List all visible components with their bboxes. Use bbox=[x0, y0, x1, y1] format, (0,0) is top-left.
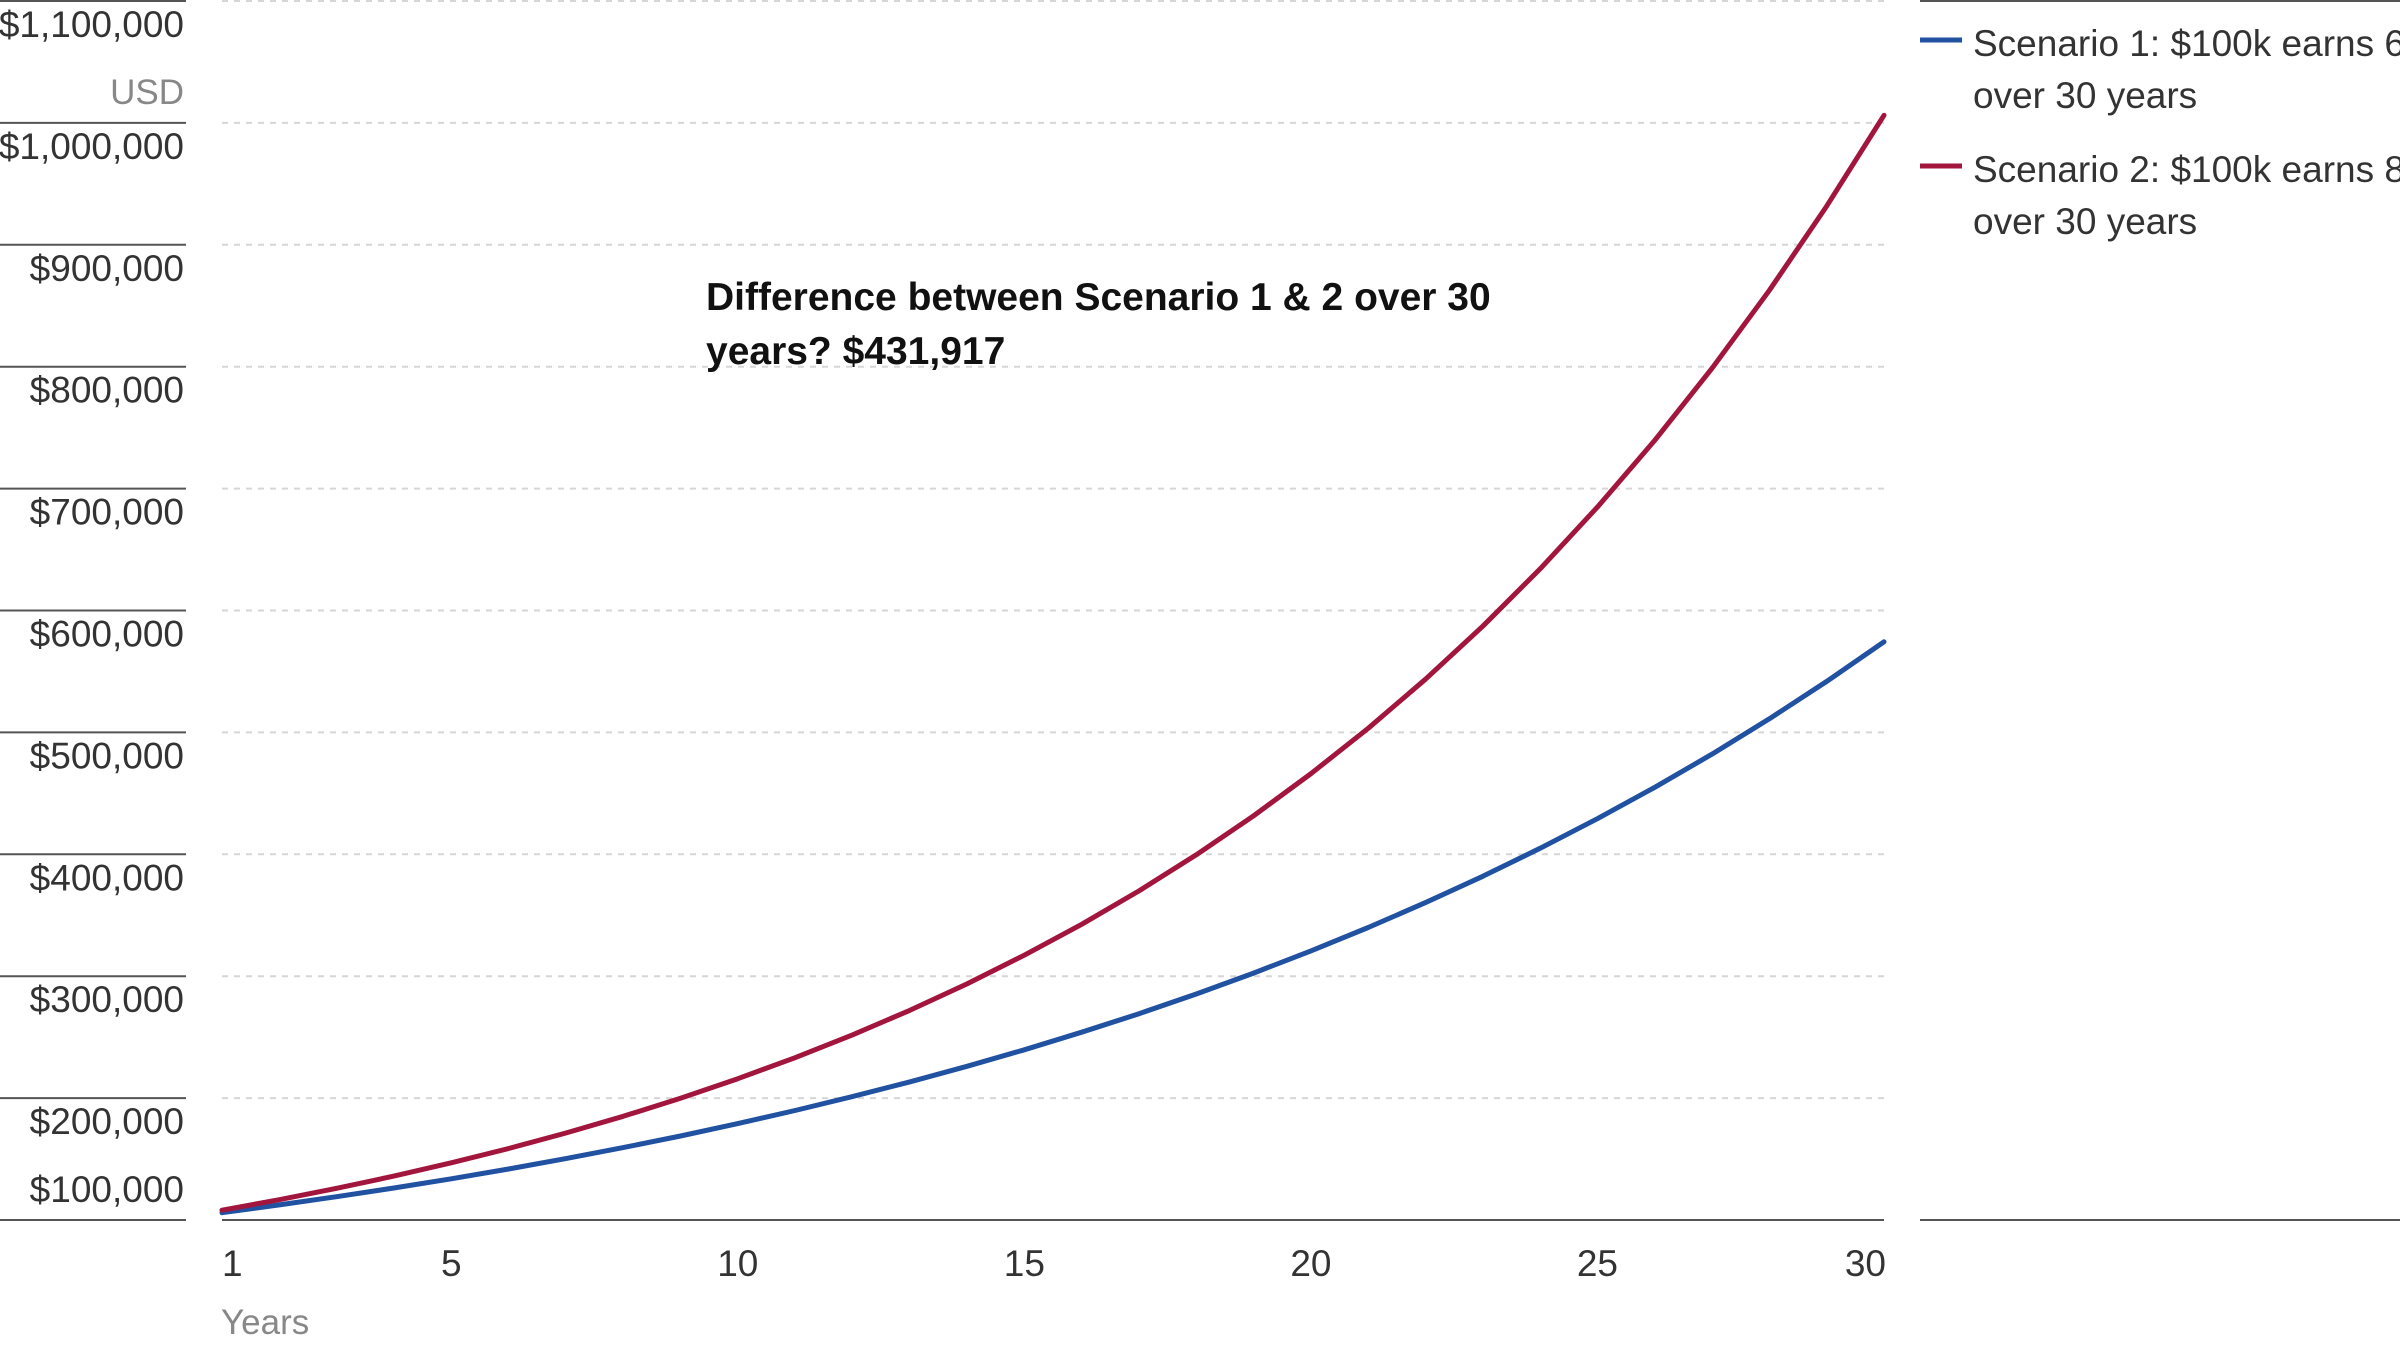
x-tick-label: 20 bbox=[1290, 1243, 1331, 1284]
legend-label-line: over 30 years bbox=[1973, 201, 2197, 242]
y-tick-label: $1,000,000 bbox=[0, 126, 184, 167]
y-tick-labels: $100,000 $200,000 $300,000 $400,000 $500,000… bbox=[0, 4, 184, 1210]
legend-label-1: Scenario 1: $100k earns 6% over 30 years bbox=[1973, 23, 2400, 116]
legend-label-line: Scenario 2: $100k earns 8% bbox=[1973, 149, 2400, 190]
difference-annotation: Difference between Scenario 1 & 2 over 3… bbox=[706, 276, 1502, 373]
legend-label-line: over 30 years bbox=[1973, 75, 2197, 116]
y-tick-label: $800,000 bbox=[30, 370, 184, 411]
x-tick-label: 30 bbox=[1845, 1243, 1886, 1284]
y-tick-label: $1,100,000 bbox=[0, 4, 184, 45]
grid-layer bbox=[0, 0, 2400, 1221]
y-tick-label: $300,000 bbox=[30, 979, 184, 1020]
x-tick-label: 10 bbox=[717, 1243, 758, 1284]
series-layer bbox=[219, 112, 1887, 1216]
x-tick-labels: 1 5 10 15 20 25 30 bbox=[222, 1243, 1886, 1284]
difference-annotation-line-2: years? $431,917 bbox=[706, 330, 1005, 373]
y-tick-label: $900,000 bbox=[30, 248, 184, 289]
y-tick-label: $400,000 bbox=[30, 857, 184, 898]
difference-annotation-line-1: Difference between Scenario 1 & 2 over 3… bbox=[706, 276, 1491, 319]
x-tick-label: 1 bbox=[222, 1243, 243, 1284]
x-tick-label: 5 bbox=[441, 1243, 462, 1284]
x-tick-label: 25 bbox=[1577, 1243, 1618, 1284]
series-line-2 bbox=[219, 112, 1887, 1213]
x-tick-label: 15 bbox=[1004, 1243, 1045, 1284]
y-tick-label: $100,000 bbox=[30, 1169, 184, 1210]
x-axis-title: Years bbox=[221, 1303, 309, 1342]
legend: Scenario 1: $100k earns 6% over 30 yearsS… bbox=[1920, 23, 2400, 242]
y-tick-label: $700,000 bbox=[30, 492, 184, 533]
y-axis-unit-label: USD bbox=[110, 73, 184, 112]
y-tick-label: $500,000 bbox=[30, 735, 184, 776]
series-line-1 bbox=[219, 639, 1887, 1216]
y-tick-label: $200,000 bbox=[30, 1101, 184, 1142]
legend-label-2: Scenario 2: $100k earns 8% over 30 years bbox=[1973, 149, 2400, 242]
y-tick-label: $600,000 bbox=[30, 614, 184, 655]
legend-label-line: Scenario 1: $100k earns 6% bbox=[1973, 23, 2400, 64]
